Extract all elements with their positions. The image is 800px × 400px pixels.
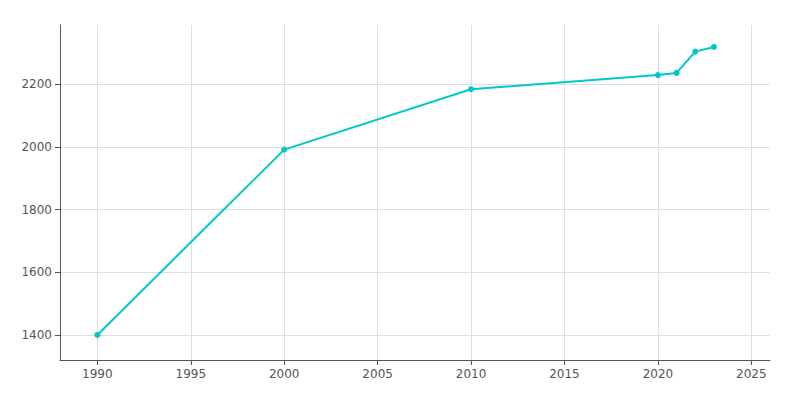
svg-text:2010: 2010 <box>456 367 487 381</box>
svg-text:2200: 2200 <box>21 77 52 91</box>
svg-text:1995: 1995 <box>176 367 207 381</box>
svg-text:2000: 2000 <box>269 367 300 381</box>
svg-text:2000: 2000 <box>21 140 52 154</box>
svg-text:2025: 2025 <box>736 367 767 381</box>
svg-text:1990: 1990 <box>82 367 113 381</box>
svg-text:1800: 1800 <box>21 203 52 217</box>
svg-text:2015: 2015 <box>549 367 580 381</box>
svg-text:2020: 2020 <box>643 367 674 381</box>
svg-text:1400: 1400 <box>21 328 52 342</box>
svg-text:1600: 1600 <box>21 265 52 279</box>
svg-text:2005: 2005 <box>362 367 393 381</box>
